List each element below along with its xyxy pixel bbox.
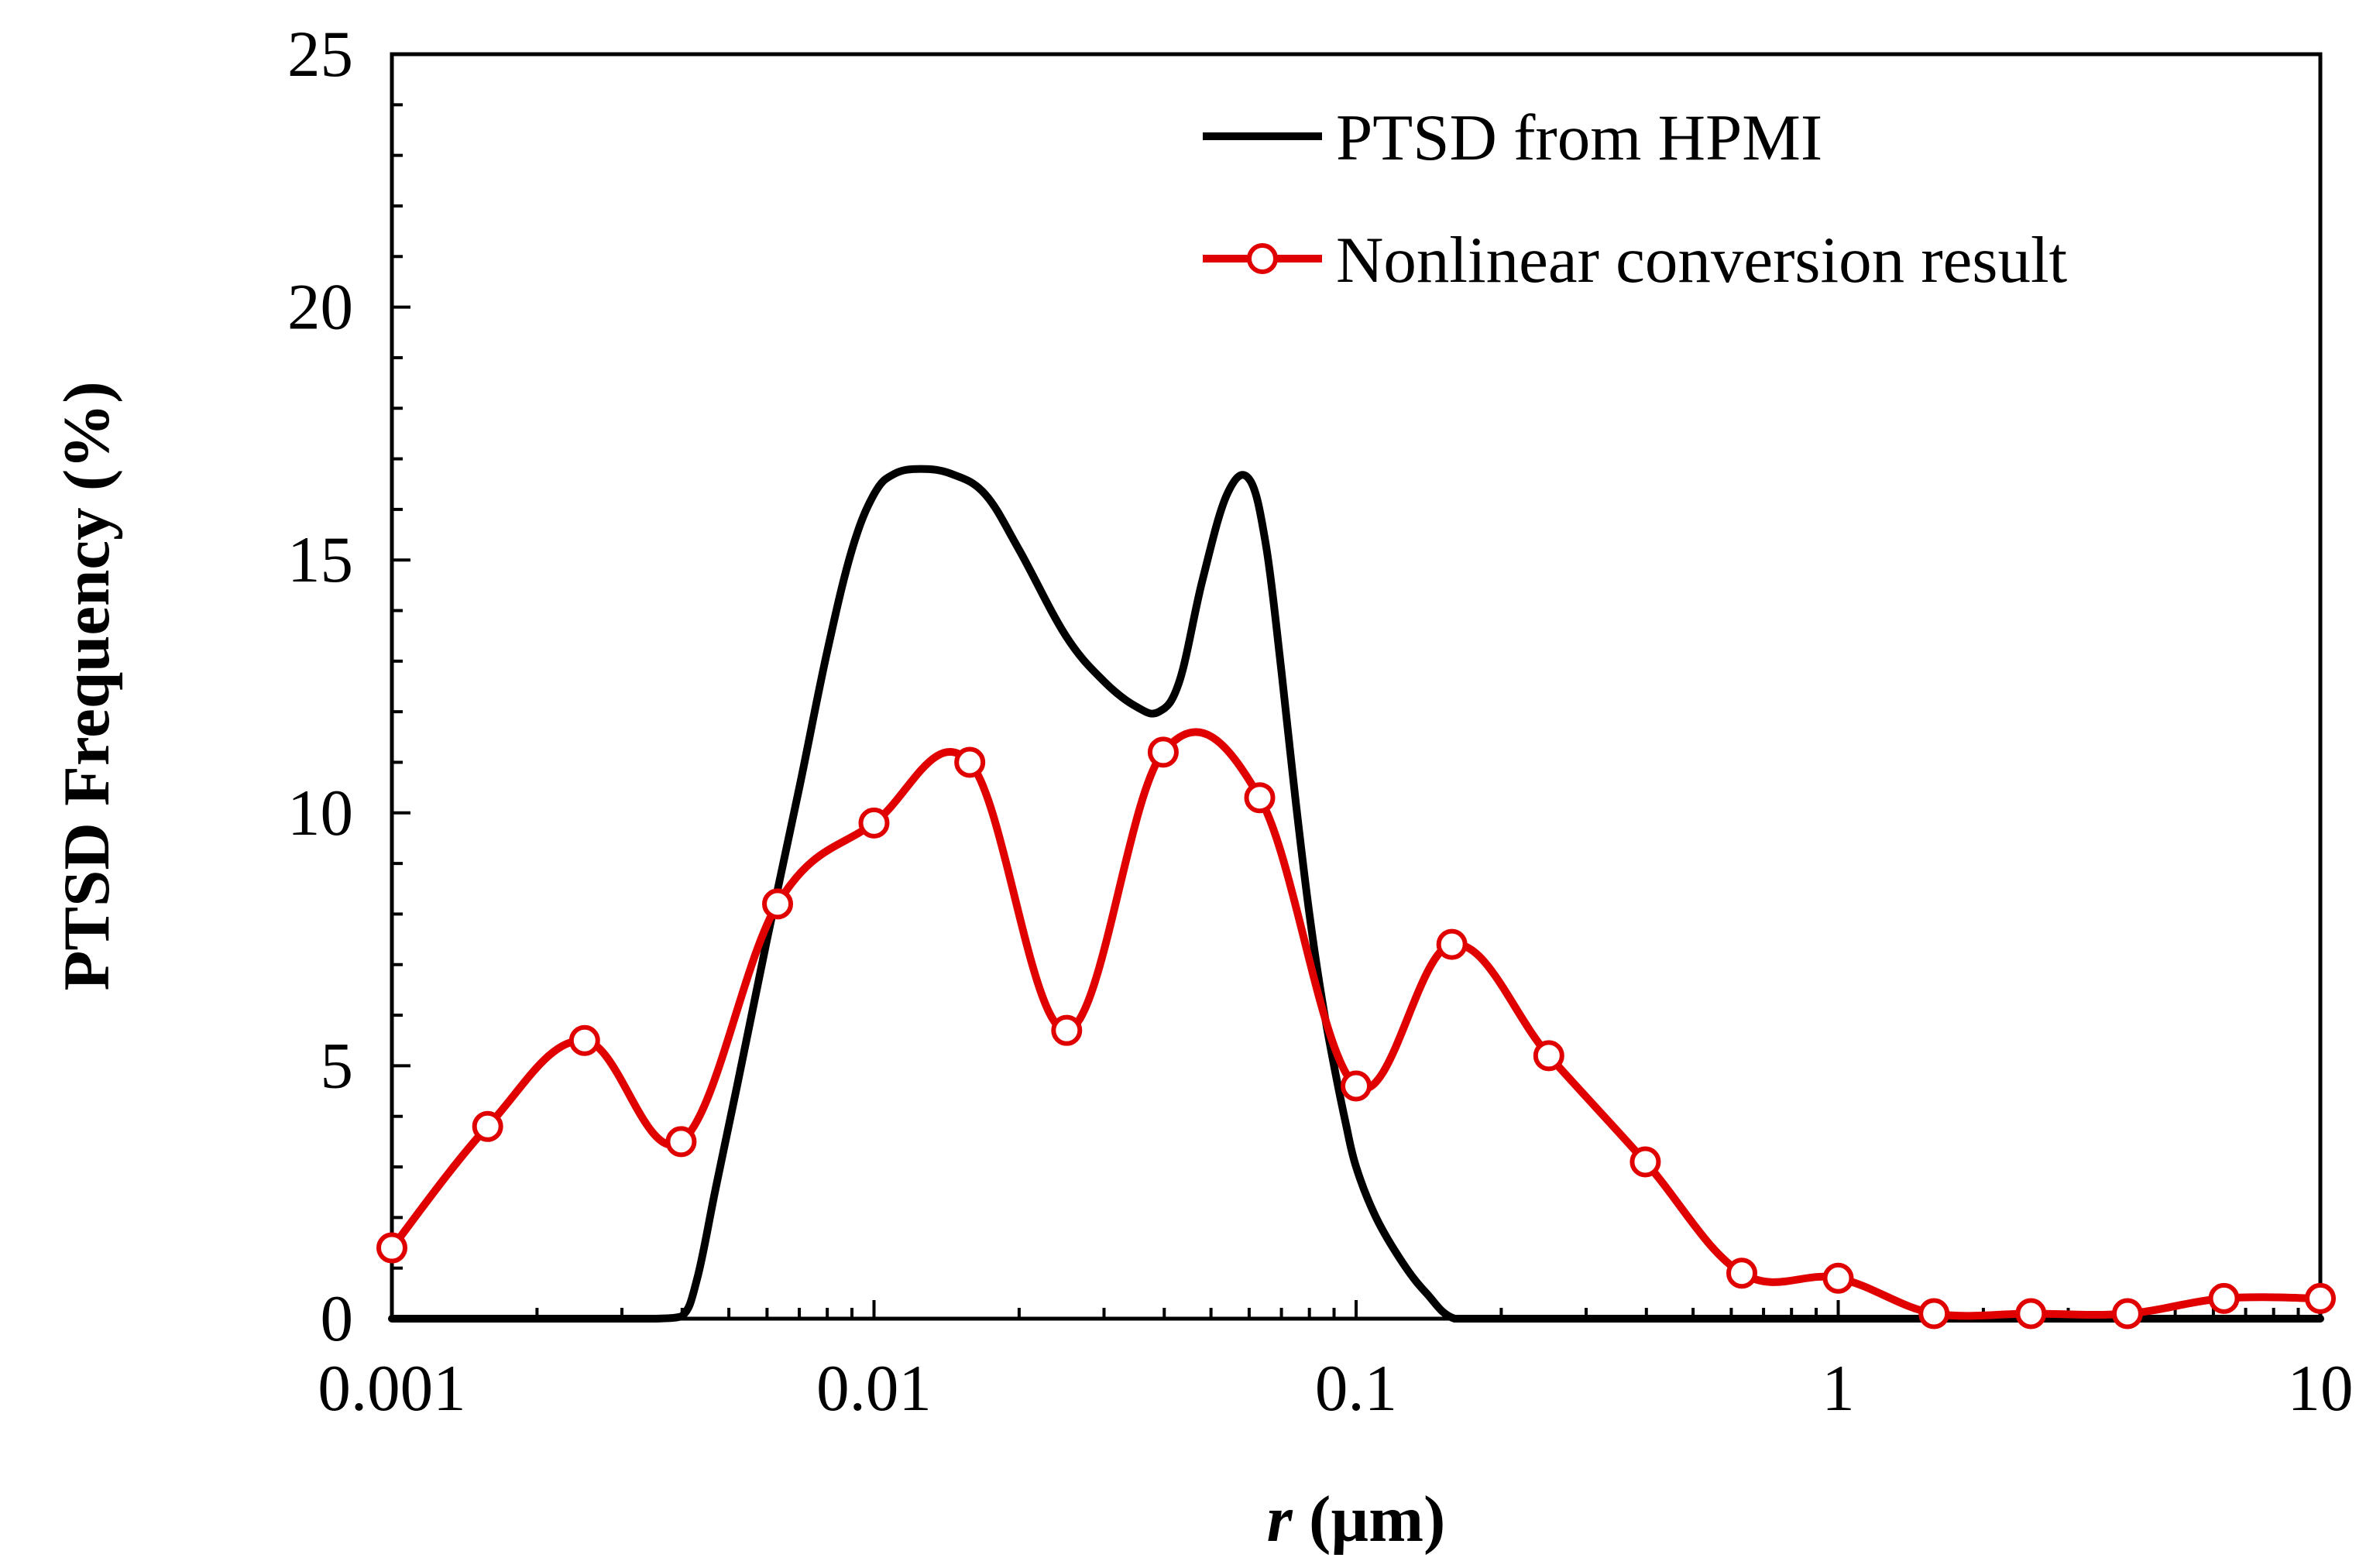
data-point bbox=[1436, 928, 1468, 960]
y-tick-labels: 0 5 10 15 20 25 bbox=[287, 18, 353, 1355]
y-tick-label: 10 bbox=[287, 777, 353, 849]
y-tick-label: 25 bbox=[287, 18, 353, 91]
data-point bbox=[1244, 782, 1276, 814]
data-point bbox=[1822, 1262, 1854, 1294]
data-point bbox=[1533, 1040, 1564, 1072]
legend-label: Nonlinear conversion result bbox=[1336, 224, 2068, 297]
y-tick-label: 20 bbox=[287, 271, 353, 344]
data-point bbox=[1918, 1298, 1950, 1330]
y-tick-label: 15 bbox=[287, 523, 353, 596]
legend-swatch-marker bbox=[1247, 243, 1278, 274]
series-layer bbox=[376, 465, 2336, 1330]
y-tick-label: 5 bbox=[321, 1029, 354, 1102]
x-tick-label: 0.001 bbox=[318, 1352, 465, 1425]
y-tick-label: 0 bbox=[321, 1282, 354, 1355]
series-line-1 bbox=[388, 465, 2324, 1323]
y-axis-title: PTSD Frequency (%) bbox=[50, 382, 123, 991]
x-axis-title: r (µm) bbox=[1267, 1483, 1446, 1556]
data-point bbox=[1147, 736, 1179, 768]
x-axis-variable: r bbox=[1267, 1483, 1293, 1556]
data-point bbox=[665, 1126, 697, 1158]
x-tick-label: 10 bbox=[2288, 1352, 2354, 1425]
data-point bbox=[954, 746, 986, 778]
data-point bbox=[1051, 1014, 1083, 1046]
series-line-2 bbox=[388, 728, 2324, 1320]
data-point bbox=[568, 1024, 600, 1056]
data-point bbox=[2208, 1282, 2240, 1314]
data-point bbox=[472, 1110, 503, 1142]
data-point bbox=[1726, 1257, 1758, 1289]
x-tick-label: 0.1 bbox=[1315, 1352, 1397, 1425]
data-point bbox=[1630, 1146, 1661, 1178]
data-point bbox=[2111, 1298, 2143, 1330]
data-point bbox=[762, 888, 794, 920]
x-tick-label: 0.01 bbox=[816, 1352, 932, 1425]
data-point bbox=[858, 807, 890, 839]
data-point bbox=[376, 1232, 407, 1264]
x-tick-label: 1 bbox=[1822, 1352, 1855, 1425]
x-tick-labels: 0.001 0.01 0.1 1 10 bbox=[318, 1352, 2353, 1425]
data-point bbox=[2305, 1282, 2336, 1314]
x-axis-unit: (µm) bbox=[1293, 1483, 1446, 1556]
data-point bbox=[1341, 1070, 1372, 1102]
legend-label: PTSD from HPMI bbox=[1336, 101, 1822, 174]
legend: PTSD from HPMI Nonlinear conversion resul… bbox=[1203, 101, 2068, 297]
data-point bbox=[2015, 1298, 2047, 1330]
